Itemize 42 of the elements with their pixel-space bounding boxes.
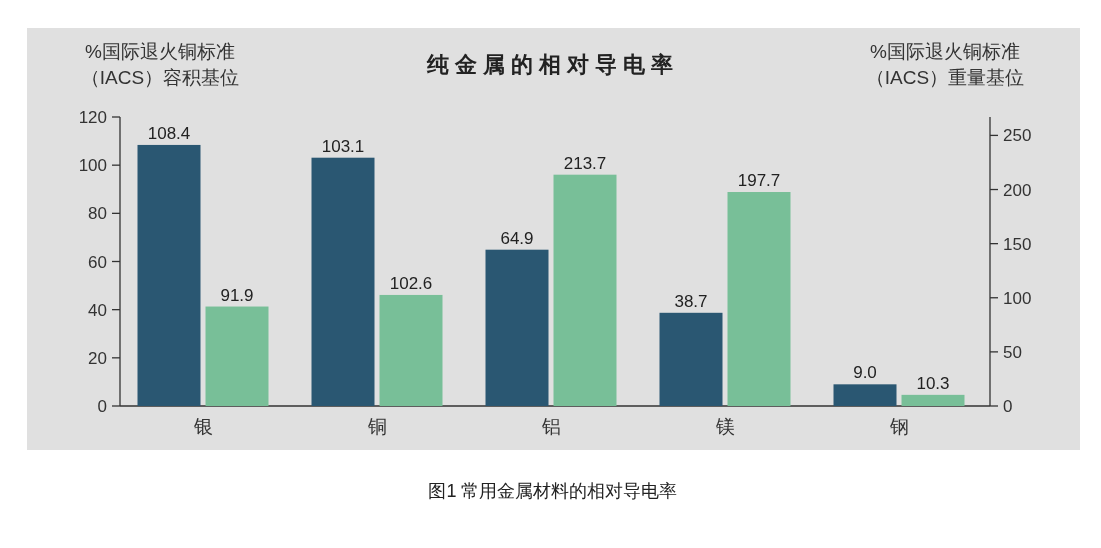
data-label: 64.9 — [500, 228, 534, 248]
bar — [901, 394, 965, 406]
y2-tick-label: 100 — [1003, 288, 1032, 308]
y-tick-label: 20 — [88, 348, 107, 368]
x-tick-label: 镁 — [714, 416, 735, 437]
data-label: 108.4 — [147, 123, 191, 143]
chart-title: 纯金属的相对导电率 — [426, 52, 679, 77]
data-label: 91.9 — [220, 285, 254, 305]
y2-tick-label: 250 — [1003, 126, 1032, 146]
bar — [137, 144, 201, 406]
y2-tick-label: 50 — [1003, 342, 1022, 362]
y-tick-label: 0 — [97, 397, 107, 416]
bar — [205, 306, 269, 406]
bar — [485, 249, 549, 406]
x-tick-label: 铜 — [366, 416, 387, 437]
y-tick-label: 120 — [78, 108, 107, 127]
y-tick-label: 80 — [88, 204, 107, 224]
y2-tick-label: 200 — [1003, 180, 1032, 200]
bar — [553, 174, 617, 406]
y2-axis-title: %国际退火铜标准（IACS）重量基位 — [865, 41, 1025, 88]
bar — [311, 157, 375, 406]
data-label: 9.0 — [853, 363, 877, 383]
data-label: 103.1 — [321, 136, 365, 156]
x-tick-label: 铝 — [540, 416, 561, 437]
bar — [659, 312, 723, 406]
y-tick-label: 60 — [88, 252, 107, 272]
y-tick-label: 40 — [88, 300, 107, 320]
y-tick-label: 100 — [78, 156, 107, 176]
x-tick-label: 钢 — [888, 416, 909, 437]
x-tick-label: 银 — [192, 416, 213, 437]
data-label: 197.7 — [737, 171, 781, 191]
bar — [379, 294, 443, 406]
y-axis-title: %国际退火铜标准（IACS）容积基位 — [80, 41, 240, 88]
data-label: 10.3 — [916, 373, 950, 393]
bar — [833, 384, 897, 406]
y2-tick-label: 0 — [1003, 397, 1013, 416]
caption: 图1 常用金属材料的相对导电率 — [428, 481, 678, 501]
data-label: 213.7 — [563, 153, 607, 173]
data-label: 102.6 — [389, 273, 433, 293]
bar — [727, 192, 791, 406]
data-label: 38.7 — [674, 291, 708, 311]
y2-tick-label: 150 — [1003, 234, 1032, 254]
